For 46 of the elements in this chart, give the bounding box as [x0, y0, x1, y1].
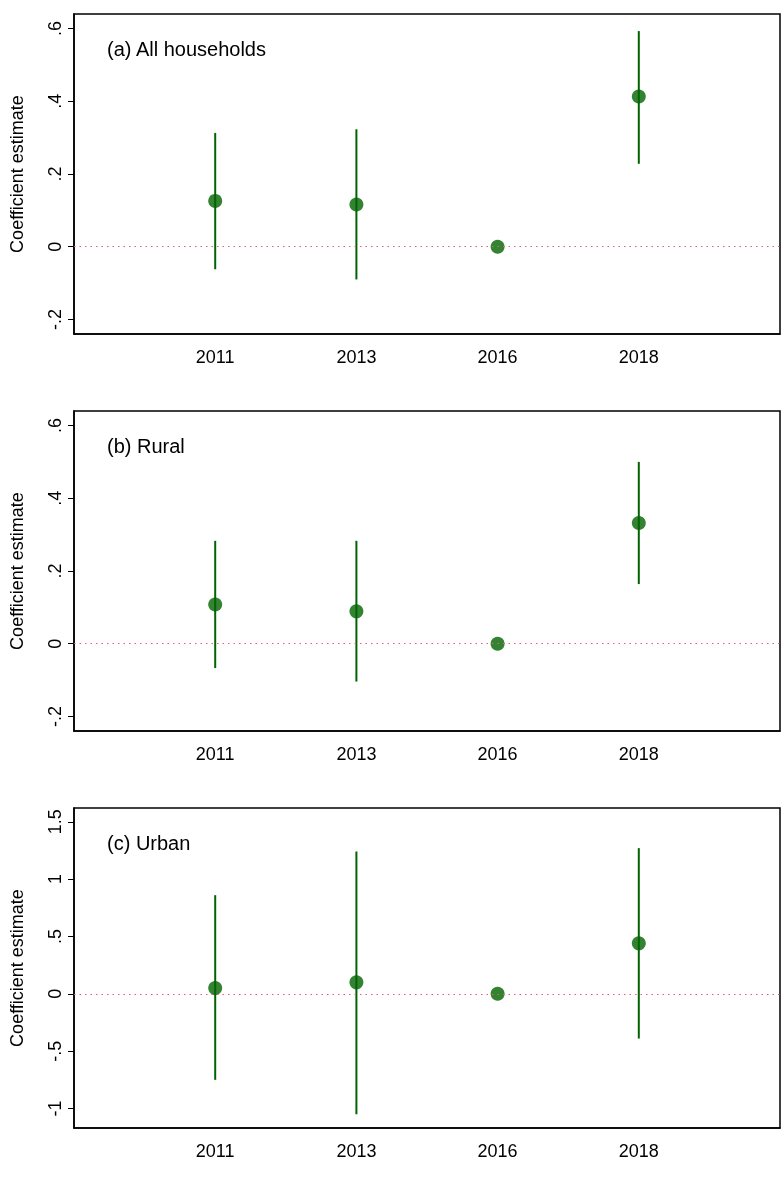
y-tick-label: 0 [45, 988, 65, 999]
point [208, 981, 223, 996]
y-axis-title: Coefficient estimate [7, 95, 27, 253]
point [631, 936, 646, 951]
point [490, 636, 505, 651]
point [349, 975, 364, 990]
y-tick-label: -1 [45, 1100, 65, 1117]
y-tick-label: .6 [45, 418, 65, 434]
y-tick-label: 0 [45, 241, 65, 252]
point [349, 197, 364, 212]
y-axis-title: Coefficient estimate [7, 889, 27, 1047]
x-tick-label: 2011 [195, 347, 235, 367]
text: (c) Urban [107, 832, 191, 854]
y-tick-label: 1 [45, 874, 65, 885]
y-axis-title: Coefficient estimate [7, 492, 27, 650]
text: (a) All households [107, 38, 266, 60]
x-tick-label: 2016 [477, 1141, 518, 1161]
point [490, 986, 505, 1001]
x-tick-label: 2013 [336, 744, 377, 764]
y-tick-label: 1.5 [45, 809, 65, 835]
point [208, 597, 223, 612]
point [208, 193, 223, 208]
point [631, 89, 646, 104]
text: (b) Rural [107, 435, 185, 457]
x-tick-label: 2016 [477, 347, 518, 367]
y-tick-label: .5 [45, 928, 65, 944]
x-tick-label: 2018 [618, 347, 659, 367]
x-tick-label: 2013 [336, 1141, 377, 1161]
y-tick-label: 0 [45, 638, 65, 649]
x-tick-label: 2011 [195, 744, 235, 764]
y-tick-label: .2 [45, 166, 65, 182]
y-tick-label: .2 [45, 563, 65, 579]
point [490, 239, 505, 254]
y-tick-label: .6 [45, 21, 65, 37]
x-tick-label: 2016 [477, 744, 518, 764]
y-tick-label: -.5 [45, 1040, 65, 1062]
x-tick-label: 2013 [336, 347, 377, 367]
y-tick-label: -.2 [45, 308, 65, 330]
y-tick-label: -.2 [45, 705, 65, 727]
y-tick-label: .4 [45, 490, 65, 506]
x-tick-label: 2018 [618, 1141, 659, 1161]
point [631, 516, 646, 530]
point [349, 604, 364, 619]
y-tick-label: .4 [45, 93, 65, 109]
x-tick-label: 2011 [195, 1141, 235, 1161]
x-tick-label: 2018 [618, 744, 659, 764]
